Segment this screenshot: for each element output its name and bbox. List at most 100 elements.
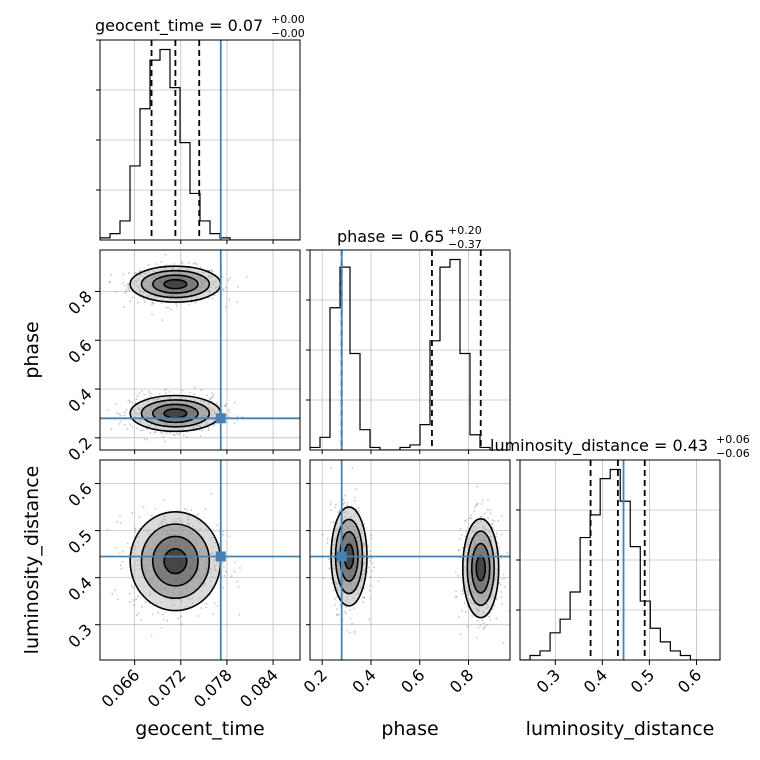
sample-point bbox=[166, 431, 169, 434]
sample-point bbox=[119, 514, 121, 517]
sample-point bbox=[200, 389, 203, 392]
panel-geocent-time-vs-phase bbox=[99, 249, 301, 451]
sample-point bbox=[470, 517, 473, 520]
sample-point bbox=[213, 602, 216, 605]
sample-point bbox=[160, 627, 163, 629]
sample-point bbox=[205, 606, 207, 609]
sample-point bbox=[119, 522, 122, 524]
sample-point bbox=[116, 412, 119, 414]
sample-point bbox=[366, 571, 369, 574]
sample-point bbox=[163, 498, 165, 501]
sample-point bbox=[138, 392, 141, 395]
sample-point bbox=[217, 291, 220, 294]
sample-point bbox=[124, 292, 127, 294]
sample-point bbox=[487, 498, 490, 501]
sample-point bbox=[130, 584, 133, 587]
sample-point bbox=[127, 286, 130, 289]
sample-point bbox=[493, 520, 496, 523]
sample-point bbox=[188, 391, 191, 394]
sample-point bbox=[120, 414, 123, 417]
sample-point bbox=[164, 253, 167, 256]
sample-point bbox=[153, 431, 156, 433]
panel-frame bbox=[309, 459, 511, 661]
sample-point bbox=[504, 585, 507, 588]
contour-line bbox=[140, 399, 211, 428]
sample-point bbox=[127, 272, 130, 274]
sample-point bbox=[127, 282, 130, 285]
y-tick-label: 0.8 bbox=[64, 287, 95, 318]
sample-point bbox=[348, 631, 351, 634]
sample-point bbox=[476, 503, 479, 506]
sample-point bbox=[489, 512, 492, 515]
sample-point bbox=[163, 389, 166, 391]
sample-point bbox=[197, 615, 200, 617]
sample-point bbox=[169, 390, 171, 393]
sample-point bbox=[186, 509, 188, 512]
sample-point bbox=[463, 602, 466, 604]
sample-point bbox=[129, 423, 132, 426]
sample-point bbox=[476, 636, 478, 639]
sample-point bbox=[476, 502, 479, 505]
contour-line bbox=[140, 523, 211, 600]
truth-marker bbox=[215, 551, 226, 562]
sample-point bbox=[345, 606, 348, 608]
sample-point bbox=[461, 590, 464, 592]
x-tick-label: 0.5 bbox=[627, 665, 658, 696]
sample-point bbox=[354, 500, 356, 502]
title-geocent-time-plus: +0.00 bbox=[271, 13, 305, 26]
sample-point bbox=[501, 602, 504, 605]
sample-point bbox=[499, 583, 502, 586]
sample-point bbox=[116, 598, 119, 600]
sample-point bbox=[343, 610, 346, 613]
sample-point bbox=[491, 525, 494, 528]
hist-panel-luminosity-distance bbox=[516, 459, 721, 661]
sample-point bbox=[123, 306, 126, 308]
sample-point bbox=[143, 393, 146, 396]
sample-point bbox=[144, 601, 147, 603]
y-tick-label: 0.6 bbox=[64, 479, 95, 510]
sample-point bbox=[484, 625, 487, 628]
sample-point bbox=[500, 533, 503, 536]
sample-point bbox=[136, 301, 139, 304]
sample-point bbox=[367, 545, 369, 548]
sample-point bbox=[210, 269, 213, 272]
sample-point bbox=[211, 396, 214, 399]
sample-point bbox=[473, 506, 476, 508]
sample-point bbox=[454, 571, 457, 574]
sample-point bbox=[491, 608, 494, 611]
sample-point bbox=[227, 415, 230, 418]
sample-point bbox=[235, 419, 238, 421]
sample-point bbox=[236, 580, 239, 583]
sample-point bbox=[181, 261, 184, 264]
sample-point bbox=[131, 296, 134, 299]
truth-marker bbox=[336, 551, 347, 562]
sample-point bbox=[180, 262, 183, 265]
title-geocent-time: geocent_time = 0.07 bbox=[95, 16, 263, 36]
hist-panel-geocent-time bbox=[96, 39, 301, 241]
sample-point bbox=[123, 414, 126, 417]
sample-point bbox=[233, 570, 236, 573]
sample-point bbox=[371, 561, 374, 564]
sample-point bbox=[160, 302, 163, 305]
sample-point bbox=[353, 630, 356, 633]
sample-point bbox=[224, 404, 227, 407]
sample-point bbox=[228, 535, 231, 538]
sample-point bbox=[493, 604, 496, 607]
y-tick-label: 0.4 bbox=[64, 384, 95, 415]
sample-point bbox=[222, 530, 224, 533]
contour-line bbox=[163, 278, 188, 290]
sample-point bbox=[363, 596, 365, 598]
sample-point bbox=[322, 577, 325, 580]
sample-point bbox=[126, 283, 129, 286]
sample-point bbox=[208, 429, 210, 431]
sample-point bbox=[115, 547, 118, 550]
sample-point bbox=[475, 504, 478, 507]
sample-point bbox=[228, 298, 231, 301]
sample-point bbox=[128, 289, 131, 292]
sample-point bbox=[111, 593, 114, 595]
sample-point bbox=[211, 297, 214, 300]
sample-point bbox=[330, 577, 332, 580]
x-tick-label: 0.2 bbox=[300, 665, 331, 696]
sample-point bbox=[344, 494, 346, 497]
